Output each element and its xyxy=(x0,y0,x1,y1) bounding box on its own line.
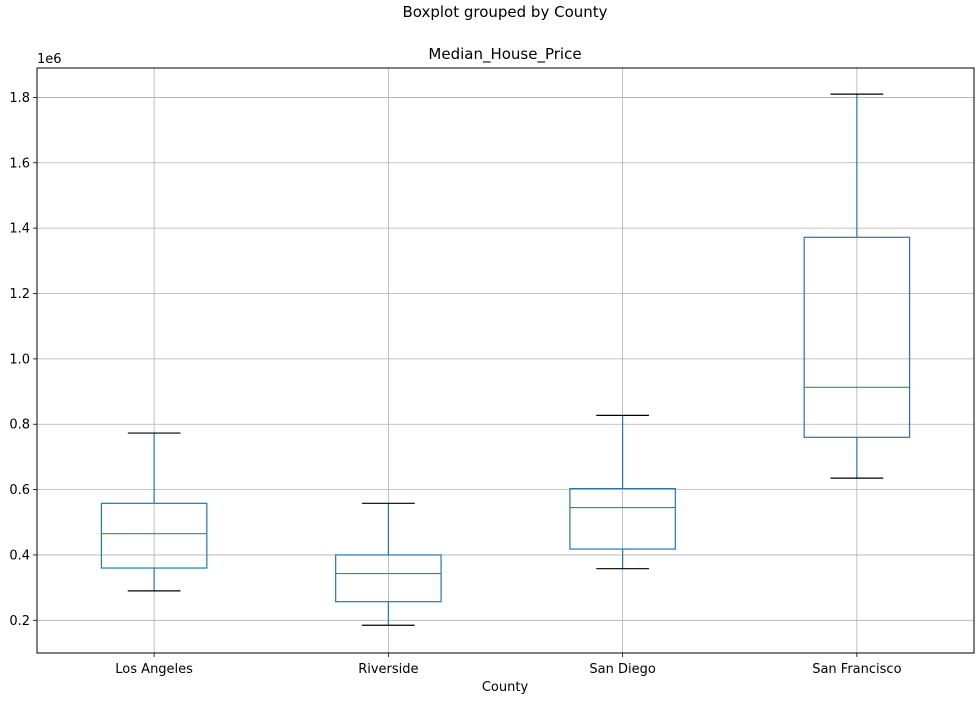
y-tick-label: 0.8 xyxy=(9,418,30,433)
y-tick-label: 1.6 xyxy=(9,156,30,171)
box-los-angeles xyxy=(100,432,208,592)
plot-area-frame xyxy=(36,67,975,654)
chart-title: Median_House_Price xyxy=(428,45,581,64)
y-tick-label: 0.6 xyxy=(9,483,30,498)
y-tick-label: 1.8 xyxy=(9,91,30,106)
box-san-francisco xyxy=(803,93,911,479)
y-offset-label: 1e6 xyxy=(37,52,62,67)
iqr-box xyxy=(100,502,208,569)
grid-lines xyxy=(37,68,974,653)
boxes-group xyxy=(100,93,911,626)
x-tick-label: San Diego xyxy=(589,662,655,677)
axis-ticks: 0.2 0.4 0.6 0.8 1.0 1.2 1.4 1.6 1.8 Los Angeles Ri… xyxy=(9,91,901,677)
y-tick-label: 0.2 xyxy=(9,614,30,629)
box-san-diego xyxy=(569,414,676,570)
y-tick-label: 0.4 xyxy=(9,548,30,563)
x-tick-label: Los Angeles xyxy=(115,662,193,677)
x-tick-label: San Francisco xyxy=(812,662,901,677)
y-tick-label: 1.0 xyxy=(9,352,30,367)
x-tick-label: Riverside xyxy=(358,662,418,677)
chart-suptitle: Boxplot grouped by County xyxy=(402,3,607,21)
box-riverside xyxy=(335,502,442,626)
x-axis-label: County xyxy=(482,680,529,695)
y-tick-label: 1.4 xyxy=(9,222,30,237)
iqr-box xyxy=(335,554,442,603)
iqr-box xyxy=(569,488,676,550)
y-tick-label: 1.2 xyxy=(9,287,30,302)
iqr-box xyxy=(803,236,911,438)
